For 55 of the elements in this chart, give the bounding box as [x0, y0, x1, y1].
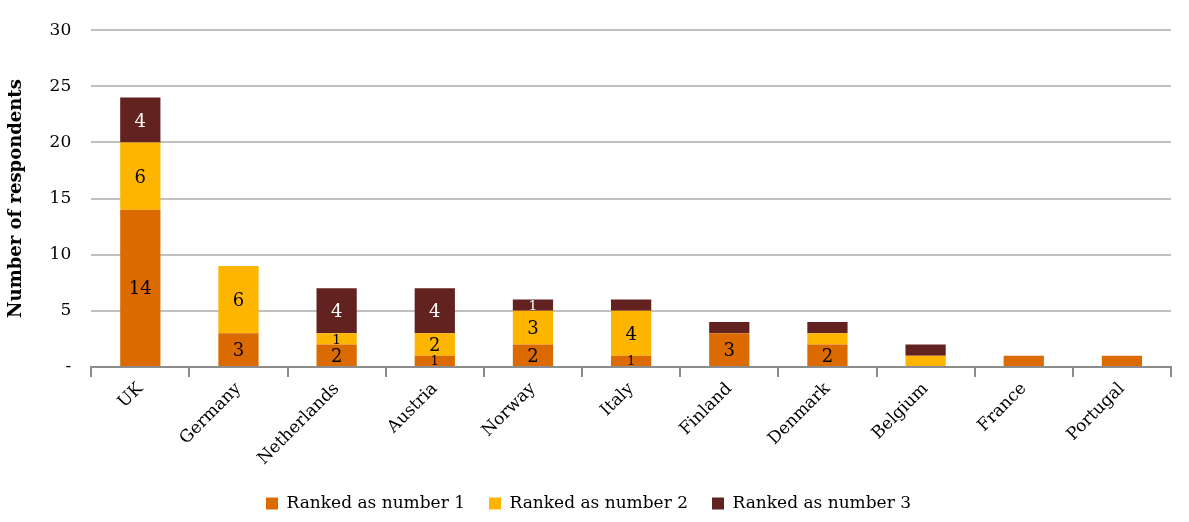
bar	[414, 333, 455, 356]
y-tick-label: -	[65, 355, 72, 376]
bar	[120, 209, 161, 366]
y-axis-title: Number of respondents	[4, 79, 26, 318]
bar	[905, 355, 946, 366]
bar	[1101, 355, 1143, 366]
data-label: 2	[821, 344, 834, 366]
data-label: 4	[330, 300, 343, 322]
bar	[316, 344, 357, 366]
bar	[709, 333, 750, 366]
bar	[610, 310, 652, 356]
bar	[414, 355, 455, 366]
data-label: 3	[527, 317, 539, 339]
data-label: 3	[723, 339, 735, 361]
data-label: 2	[330, 344, 343, 366]
bar	[218, 333, 259, 366]
bar	[905, 344, 946, 356]
bar	[120, 97, 161, 143]
bar	[414, 288, 455, 334]
data-label: 4	[625, 322, 637, 344]
bar	[316, 288, 357, 334]
data-label: 1	[528, 297, 538, 314]
bar	[512, 344, 554, 366]
bar	[709, 322, 750, 334]
data-label: 1	[332, 330, 342, 347]
data-label: 6	[232, 289, 245, 311]
bar	[610, 355, 652, 366]
y-tick-label: 5	[60, 299, 72, 320]
bar	[512, 299, 554, 311]
legend-label: Ranked as number 3	[732, 491, 911, 512]
data-label: 1	[430, 353, 439, 369]
bar	[120, 142, 161, 210]
data-label: 4	[429, 300, 441, 322]
bar	[218, 265, 259, 334]
data-label: 4	[134, 109, 147, 131]
bar	[807, 344, 848, 366]
y-tick-label: 20	[49, 130, 72, 151]
data-label: 2	[527, 344, 539, 366]
bar	[807, 333, 848, 345]
bar	[1003, 355, 1044, 366]
x-tick-label: UK	[113, 377, 147, 412]
bar	[512, 310, 554, 345]
data-label: 2	[429, 334, 441, 356]
y-tick-label: 10	[49, 243, 72, 264]
data-label: 6	[134, 165, 147, 187]
bar	[610, 299, 652, 311]
legend-label: Ranked as number 2	[509, 491, 688, 512]
data-label: 1	[627, 353, 636, 369]
legend-label: Ranked as number 1	[286, 491, 466, 512]
bar	[807, 322, 848, 334]
y-tick-label: 15	[49, 186, 72, 207]
data-label: 3	[232, 339, 245, 361]
y-tick-label: 25	[49, 74, 72, 95]
y-tick-label: 30	[49, 18, 72, 39]
data-label: 14	[128, 277, 152, 299]
